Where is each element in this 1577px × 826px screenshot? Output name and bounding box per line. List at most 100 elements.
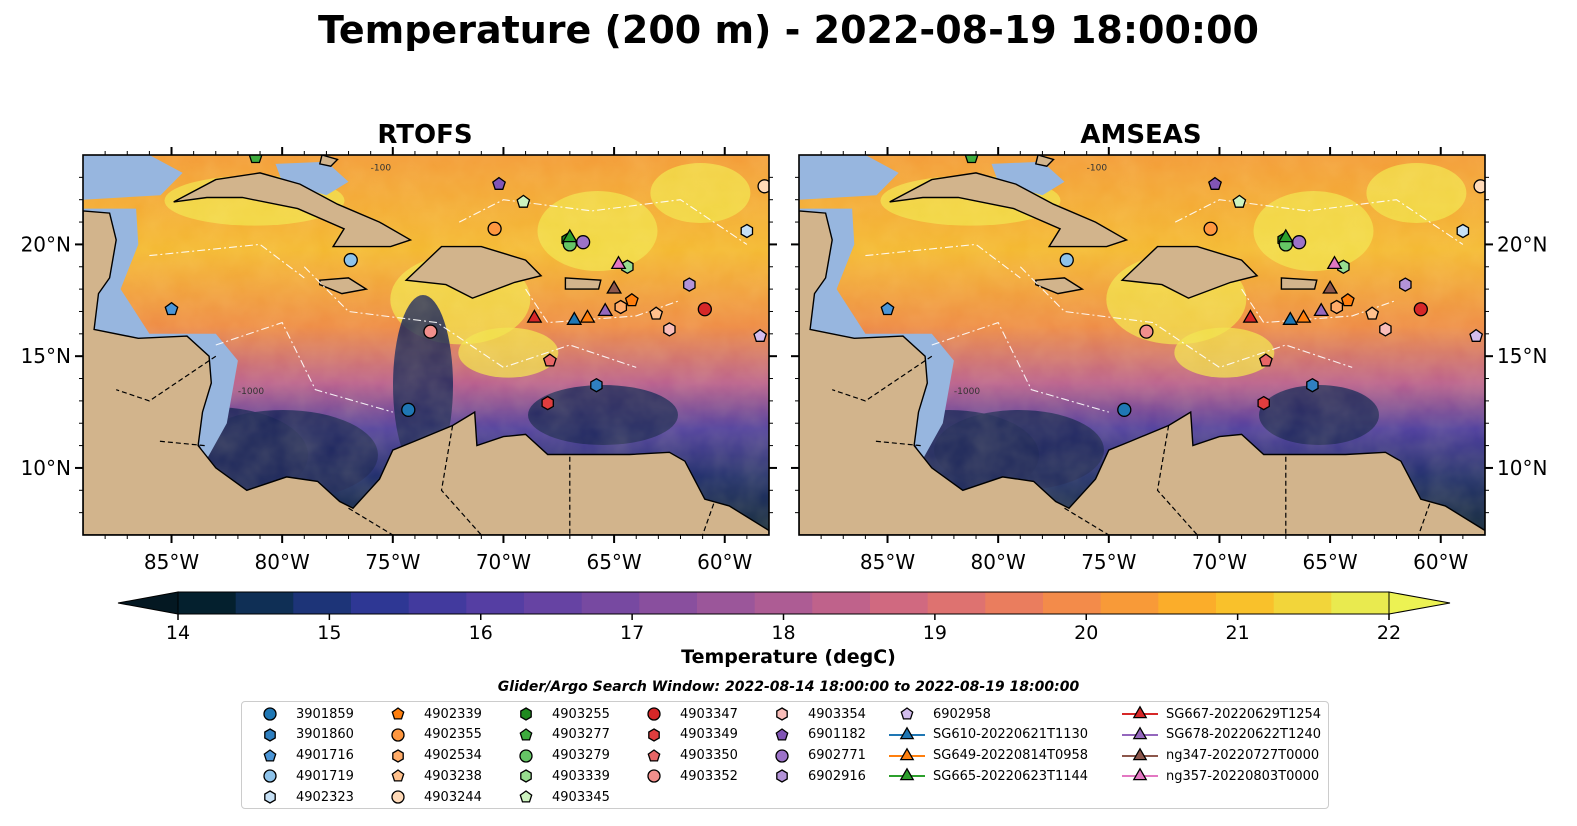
x-tick-label: 80°W [971, 550, 1026, 574]
legend-marker [392, 748, 404, 763]
legend-label: 4903354 [808, 706, 866, 722]
contour-label: -1000 [954, 387, 980, 397]
marker-4902534 [1330, 299, 1344, 315]
shallow-water [83, 155, 183, 200]
legend-label: 4902339 [424, 706, 482, 722]
legend-label: 4901719 [296, 768, 354, 784]
legend-item: 3901859 [248, 704, 354, 724]
x-tick-label: 65°W [1302, 550, 1357, 574]
land-bahamas [1034, 155, 1055, 167]
colorbar-tick-label: 16 [469, 622, 493, 644]
land-jam [319, 277, 369, 295]
marker-SG649-20220814T0958 [1295, 309, 1312, 323]
colorbar-tick-label: 22 [1377, 622, 1401, 644]
colorbar-segment [1043, 592, 1102, 614]
land-cuba [889, 172, 1129, 248]
eez-line [149, 243, 305, 279]
border-line [1418, 503, 1431, 535]
map-panel-rtofs: -1000 -100 85°W 80°W 75°W 70°W 65°W 60°W 10°N 15°… [21, 147, 777, 574]
legend-marker [391, 769, 405, 782]
legend-label: 3901860 [296, 727, 354, 743]
legend-marker [519, 790, 533, 803]
colorbar-segment [639, 592, 698, 614]
x-tick-label: 70°W [476, 550, 531, 574]
legend-marker [520, 769, 532, 784]
marker-4903352 [423, 324, 438, 339]
colorbar-segment [812, 592, 871, 614]
legend-marker [776, 707, 788, 721]
colorbar-tick-label: 15 [317, 622, 341, 644]
shallow-water [799, 208, 954, 459]
legend: 3901859 3901860 4901716 4901719 4902323 49023… [241, 701, 1329, 809]
border-line [440, 425, 482, 535]
eez-line [931, 321, 1109, 413]
contour-label: -100 [371, 164, 392, 174]
colorbar-tick-label: 19 [923, 622, 947, 644]
legend-item: 4901716 [248, 746, 354, 766]
y-tick-label: 10°N [21, 456, 71, 480]
legend-marker [263, 748, 277, 762]
contour-label: -100 [1087, 164, 1108, 174]
marker-4901716 [164, 301, 179, 316]
legend-marker [900, 707, 914, 720]
marker-SG678-20220622T1240 [597, 302, 614, 317]
legend-label: SG665-20220623T1144 [933, 768, 1089, 784]
legend-item: SG610-20220621T1130 [885, 725, 1088, 745]
legend-symbol [899, 726, 915, 740]
legend-item: 4902534 [376, 746, 482, 766]
legend-marker [889, 726, 925, 740]
legend-symbol [391, 707, 405, 720]
legend-label: ng357-20220803T0000 [1166, 768, 1320, 784]
colorbar-extend-min [117, 591, 179, 615]
legend-label: ng347-20220727T0000 [1166, 748, 1320, 764]
colorbar-segment [293, 592, 352, 614]
land-jam [1035, 277, 1085, 295]
legend-symbol [263, 707, 277, 721]
legend-marker [889, 747, 925, 760]
land-centralAm [799, 210, 1485, 535]
x-tick-label: 75°W [365, 550, 420, 574]
legend-symbol [775, 748, 789, 763]
x-tick-label: 75°W [1081, 550, 1136, 574]
marker-4903352 [1139, 324, 1154, 339]
border-line [348, 507, 394, 535]
colorbar-segment [524, 592, 583, 614]
legend-item: 3901860 [248, 725, 354, 745]
marker-6902916 [683, 277, 696, 292]
legend-item: ng357-20220803T0000 [1118, 766, 1319, 786]
legend-marker [1122, 705, 1158, 719]
marker-3901860 [590, 377, 603, 393]
legend-label: 4903339 [552, 768, 610, 784]
marker-4901716 [880, 301, 895, 316]
legend-marker [647, 769, 661, 784]
legend-symbol [519, 790, 533, 803]
legend-label: SG678-20220622T1240 [1166, 727, 1322, 743]
legend-label: 4901716 [296, 748, 354, 764]
legend-item: 4901719 [248, 766, 354, 786]
y-tick-label: 20°N [21, 232, 71, 256]
legend-item: 4903277 [504, 725, 610, 745]
legend-symbol [264, 728, 276, 742]
legend-label: 4903347 [680, 706, 738, 722]
legend-label: 4903352 [680, 768, 738, 784]
legend-item: 4903339 [504, 766, 610, 786]
colorbar-segment [1216, 592, 1275, 614]
marker-4903347 [1413, 302, 1428, 317]
eez-line [303, 266, 637, 369]
legend-label: 4903277 [552, 727, 610, 743]
marker-4902355 [1203, 221, 1218, 236]
panel-title-amseas: AMSEAS [1080, 120, 1202, 150]
legend-title: Glider/Argo Search Window: 2022-08-14 18… [497, 679, 1080, 695]
colorbar-segment [1273, 592, 1332, 614]
contour-label: -1000 [238, 387, 264, 397]
eez-line [865, 243, 1021, 279]
legend-symbol [519, 727, 533, 741]
colorbar-segment [870, 592, 929, 614]
legend-item: SG649-20220814T0958 [885, 746, 1088, 766]
legend-marker [1122, 767, 1158, 781]
legend-label: 6901182 [808, 727, 866, 743]
eez-line [458, 199, 748, 245]
legend-symbol [392, 748, 404, 763]
legend-marker [264, 728, 276, 742]
marker-ng357-20220803T0000 [610, 255, 627, 270]
